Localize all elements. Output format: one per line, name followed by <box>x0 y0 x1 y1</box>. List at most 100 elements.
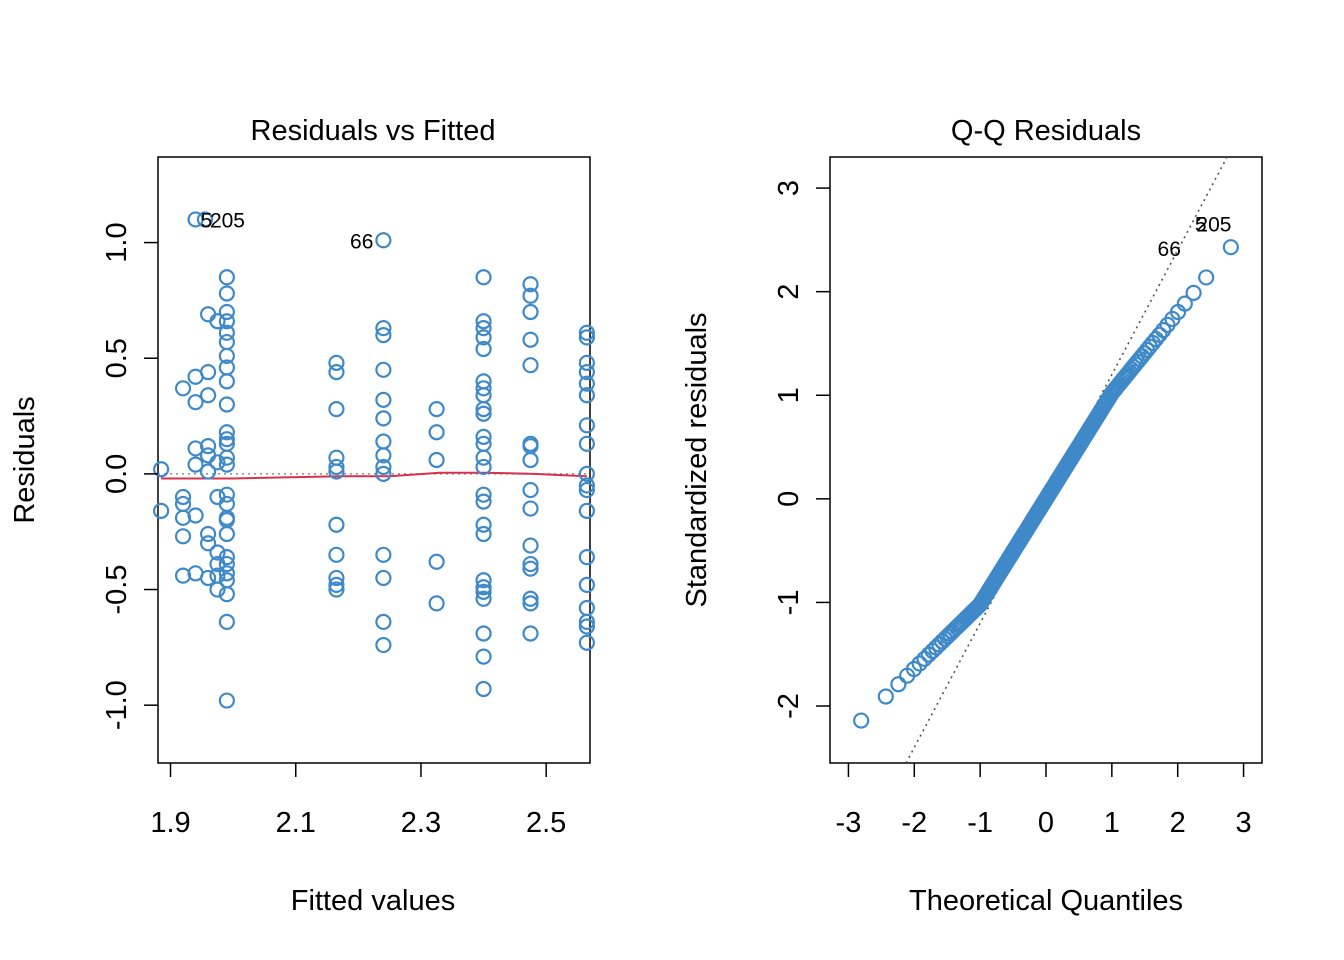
residual-point <box>578 613 595 631</box>
residual-point <box>522 331 539 348</box>
x-tick-label: -1 <box>967 807 993 839</box>
x-tick-label: 2 <box>1170 807 1186 839</box>
residual-point <box>522 590 539 607</box>
residual-point <box>218 565 235 582</box>
residual-point <box>578 599 595 617</box>
x-axis: 1.9 2.1 2.3 2.5 <box>150 763 566 839</box>
residual-point <box>475 458 492 476</box>
y-axis-label: Residuals <box>9 396 41 523</box>
points-layer <box>153 211 595 709</box>
residual-point <box>475 583 492 600</box>
qq-point <box>1155 322 1172 339</box>
residual-point <box>218 303 235 321</box>
residual-point <box>475 405 492 422</box>
residual-point <box>522 357 539 374</box>
residual-point <box>375 447 392 464</box>
qq-point <box>905 660 923 678</box>
residual-point <box>218 324 235 341</box>
residual-point <box>475 493 492 510</box>
x-tick-label: -2 <box>901 807 927 839</box>
residual-point <box>375 569 392 587</box>
residual-point <box>218 313 235 330</box>
residual-point <box>578 364 595 381</box>
residual-point <box>218 424 235 441</box>
points-layer <box>853 239 1239 729</box>
qq-point <box>1222 239 1239 256</box>
y-tick-label: 2 <box>773 284 805 300</box>
residual-point <box>522 595 539 612</box>
residual-point <box>475 590 492 607</box>
residual-point <box>209 313 226 330</box>
residual-point <box>475 269 492 286</box>
residual-point <box>174 528 192 545</box>
residual-point <box>328 463 345 480</box>
residual-point <box>218 373 235 390</box>
residual-point <box>475 525 492 543</box>
point-label: 66 <box>350 230 373 253</box>
residual-point <box>578 549 595 566</box>
residual-point <box>218 396 235 413</box>
residual-point <box>199 438 217 455</box>
residual-point <box>218 449 235 466</box>
residual-point <box>428 595 445 612</box>
residual-point <box>328 516 345 533</box>
residual-point <box>218 549 235 566</box>
residual-point <box>475 625 492 642</box>
x-tick-label: -3 <box>836 807 862 839</box>
residual-point <box>522 481 539 499</box>
residual-point <box>187 507 204 524</box>
x-axis-label: Theoretical Quantiles <box>909 885 1183 917</box>
residuals-vs-fitted-panel: Residuals vs Fitted Fitted values Residu… <box>9 115 595 917</box>
residual-point <box>375 361 392 378</box>
x-tick-label: 2.5 <box>526 807 566 839</box>
y-axis: -2 -1 0 1 2 3 <box>773 180 830 719</box>
qq-point <box>877 688 894 705</box>
residual-point <box>187 456 204 473</box>
residual-point <box>218 586 235 603</box>
residual-point <box>578 387 595 404</box>
residual-point <box>522 287 539 304</box>
y-tick-label: -1.0 <box>101 680 133 730</box>
y-tick-label: 1.0 <box>101 222 133 262</box>
residual-point <box>475 579 492 596</box>
x-axis: -3 -2 -1 0 1 2 3 <box>836 763 1252 839</box>
x-tick-label: 0 <box>1038 807 1054 839</box>
residual-point <box>199 306 217 323</box>
residual-point <box>209 581 226 598</box>
residual-point <box>578 481 595 499</box>
residual-point <box>218 269 235 286</box>
residual-point <box>475 572 492 589</box>
residual-point <box>218 347 235 365</box>
residual-point <box>328 546 345 563</box>
residual-point <box>328 364 345 381</box>
residual-point <box>153 461 170 478</box>
smooth-trend-line <box>161 471 587 480</box>
residual-point <box>199 387 217 404</box>
residual-point <box>475 329 492 346</box>
qq-point <box>1151 326 1168 343</box>
residual-point <box>578 477 595 494</box>
residual-point <box>218 692 235 709</box>
y-axis-label: Standardized residuals <box>681 312 713 607</box>
x-tick-label: 2.1 <box>276 807 316 839</box>
residual-point <box>328 569 345 587</box>
residual-point <box>475 516 492 533</box>
residual-point <box>475 680 492 698</box>
residual-point <box>475 313 492 330</box>
residual-point <box>522 560 539 577</box>
residual-point <box>199 364 217 381</box>
residual-point <box>328 576 345 594</box>
point-label: 205 <box>1196 213 1231 236</box>
residual-point <box>522 625 539 642</box>
residual-point <box>578 465 595 482</box>
residual-point <box>578 618 595 635</box>
residual-point <box>475 320 492 337</box>
y-tick-label: -1 <box>773 590 805 616</box>
residual-point <box>578 502 595 519</box>
residual-point <box>375 326 392 344</box>
residual-point <box>578 354 595 371</box>
residual-point <box>428 401 445 418</box>
